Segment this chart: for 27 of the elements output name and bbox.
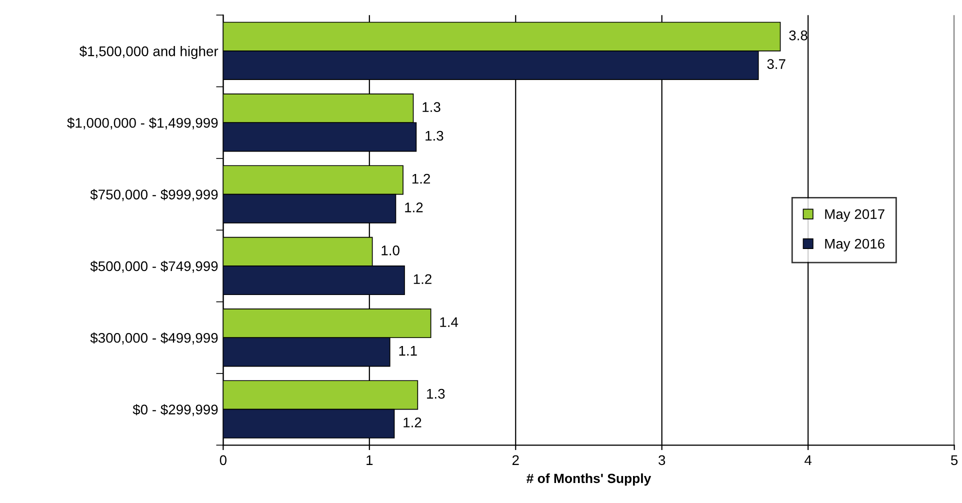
legend-label: May 2017	[825, 209, 884, 222]
data-label: 1.2	[405, 202, 423, 212]
y-tick-label: $500,000 - $749,999	[90, 260, 218, 273]
x-tick-label: 2	[512, 455, 519, 465]
x-tick-label: 1	[366, 455, 373, 465]
data-label: 1.2	[404, 418, 422, 428]
data-label: 1.4	[440, 317, 458, 327]
legend-label: May 2016	[825, 238, 884, 252]
x-tick-label: 5	[951, 455, 958, 466]
data-label: 1.2	[414, 274, 432, 284]
x-tick-label: 4	[804, 455, 812, 465]
y-tick-label: $750,000 - $999,999	[90, 189, 218, 202]
x-tick-label: 3	[658, 455, 666, 466]
x-axis-title: # of Months' Supply	[526, 473, 652, 486]
data-label: 1.3	[426, 130, 444, 141]
data-label: 3.7	[767, 59, 786, 69]
data-label: 1.3	[422, 102, 440, 112]
data-label: 1.2	[412, 174, 430, 184]
data-label: 1.0	[382, 246, 400, 256]
x-tick-label: 0	[220, 455, 227, 466]
y-tick-label: $0 - $299,999	[132, 404, 218, 416]
data-label: 1.3	[427, 388, 445, 399]
y-tick-label: $300,000 - $499,999	[90, 332, 218, 344]
y-tick-label: $1,500,000 and higher	[79, 46, 218, 59]
data-label: 1.1	[399, 346, 417, 356]
y-tick-label: $1,000,000 - $1,499,999	[67, 117, 218, 130]
data-label: 3.8	[789, 30, 808, 40]
